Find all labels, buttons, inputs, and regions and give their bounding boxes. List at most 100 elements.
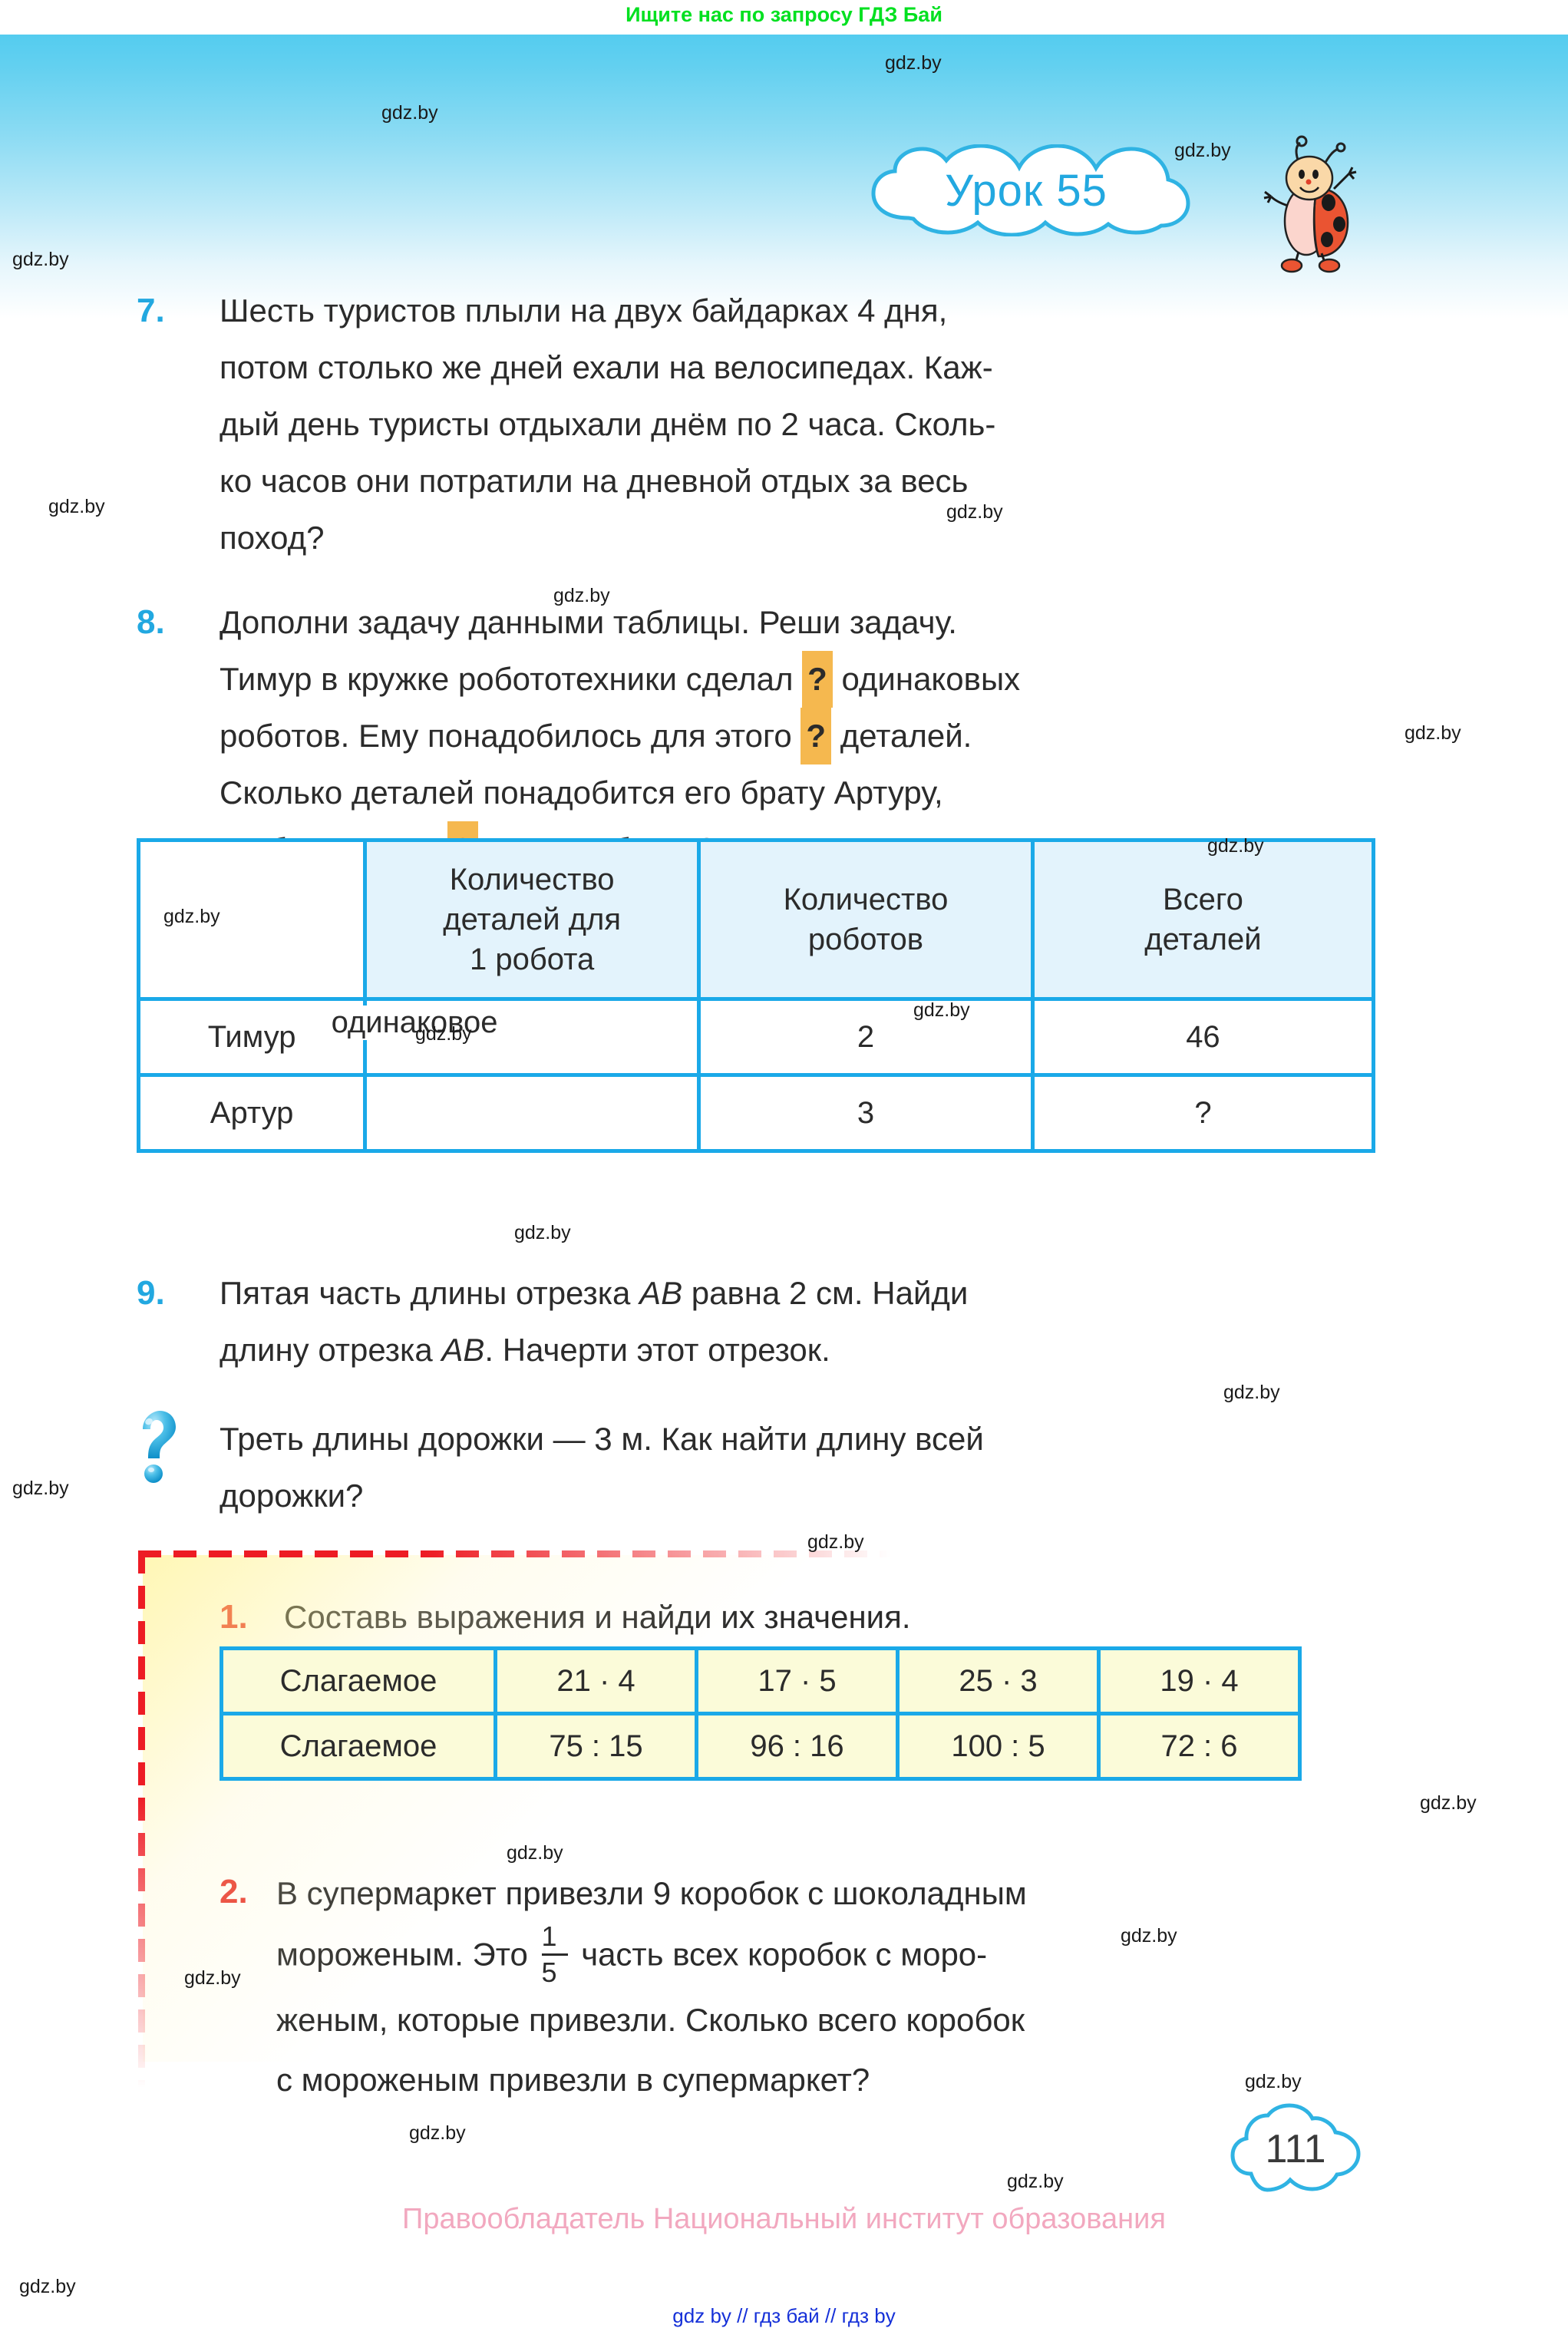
page-number-cloud: 111 <box>1228 2103 1363 2195</box>
task-7-body: Шесть туристов плыли на двух байдарках 4… <box>220 282 1377 566</box>
watermark-gdz: gdz.by <box>1174 140 1231 161</box>
watermark-gdz: gdz.by <box>19 2276 76 2297</box>
task-9-line-1a: Пятая часть длины отрезка <box>220 1275 631 1311</box>
think-task-body: Треть длины дорожки — 3 м. Как найти дли… <box>220 1411 1371 1524</box>
row-timur-total: 46 <box>1030 997 1376 1077</box>
addends-table: Слагаемое 21 · 4 17 · 5 25 · 3 19 · 4 Сл… <box>220 1646 1302 1781</box>
addends-row1-label: Слагаемое <box>220 1646 497 1716</box>
homework-task-2-line-4: с мороженым привезли в супермаркет? <box>276 2062 870 2098</box>
watermark-gdz: gdz.by <box>1245 2071 1302 2092</box>
task-7-number: 7. <box>137 292 165 329</box>
task-9-line-2a: длину отрезка <box>220 1332 433 1368</box>
watermark-gdz: gdz.by <box>507 1842 563 1864</box>
task-8-line-3b: деталей. <box>840 718 972 754</box>
row-timur-parts <box>363 997 701 1077</box>
addends-row1-cell-4: 19 · 4 <box>1097 1646 1302 1716</box>
hdr-col2-line2: деталей для <box>443 903 622 936</box>
table-header-robot-count: Количество роботов <box>697 838 1035 1001</box>
task-8-line-2b: одинаковых <box>841 661 1021 697</box>
addends-row1-cell-3: 25 · 3 <box>896 1646 1101 1716</box>
table-row: Слагаемое 75 : 15 96 : 16 100 : 5 72 : 6 <box>220 1712 1302 1781</box>
cloud-shape-icon <box>871 144 1190 237</box>
watermark-gdz: gdz.by <box>1007 2171 1064 2192</box>
watermark-gdz: gdz.by <box>514 1222 571 1243</box>
homework-glow <box>143 1555 864 2062</box>
task-9-line-1: Пятая часть длины отрезка AB равна 2 см.… <box>220 1265 1371 1322</box>
think-task-line-2: дорожки? <box>220 1478 364 1514</box>
addends-row2-label: Слагаемое <box>220 1712 497 1781</box>
watermark-gdz: gdz.by <box>163 906 220 927</box>
task-9-body: Пятая часть длины отрезка AB равна 2 см.… <box>220 1265 1371 1379</box>
task-9-number: 9. <box>137 1274 165 1312</box>
row-artur-robots: 3 <box>697 1073 1035 1153</box>
task-7-line-1: Шесть туристов плыли на двух байдарках 4… <box>220 292 948 329</box>
addends-row1-cell-1: 21 · 4 <box>494 1646 698 1716</box>
addends-row2-cell-4: 72 : 6 <box>1097 1712 1302 1781</box>
watermark-gdz: gdz.by <box>409 2122 466 2144</box>
think-task-line-1: Треть длины дорожки — 3 м. Как найти дли… <box>220 1421 984 1457</box>
row-artur-parts <box>363 1073 701 1153</box>
row-timur-name: Тимур <box>136 997 368 1077</box>
hdr-col3-line1: Количество <box>783 883 949 916</box>
watermark-gdz: gdz.by <box>1121 1925 1177 1947</box>
page-cloud-shape-icon <box>1230 2103 1361 2192</box>
watermark-gdz: gdz.by <box>913 999 970 1021</box>
watermark-gdz: gdz.by <box>1223 1382 1280 1403</box>
task-7-line-4: ко часов они потратили на дневной отдых … <box>220 463 969 499</box>
task-7-line-5: поход? <box>220 520 325 556</box>
watermark-gdz: gdz.by <box>1405 722 1461 744</box>
task-8-line-2a: Тимур в кружке робототехники сделал <box>220 661 794 697</box>
task-9-segment-ab-1: AB <box>639 1275 683 1311</box>
task-7-line-2: потом столько же дней ехали на велосипед… <box>220 349 993 385</box>
ladybug-mascot-icon <box>1251 135 1374 273</box>
task-8-line-4: Сколько деталей понадобится его брату Ар… <box>220 774 943 811</box>
addends-row1-cell-2: 17 · 5 <box>695 1646 900 1716</box>
watermark-gdz: gdz.by <box>1420 1792 1477 1814</box>
table-row: Тимур 2 46 <box>136 997 1376 1077</box>
watermark-gdz: gdz.by <box>415 1023 472 1045</box>
table-row: Артур 3 ? <box>136 1073 1376 1153</box>
promo-strip: Ищите нас по запросу ГДЗ Бай <box>0 0 1568 35</box>
watermark-gdz: gdz.by <box>885 52 942 74</box>
row-artur-total: ? <box>1030 1073 1376 1153</box>
hdr-col2-line1: Количество <box>449 863 615 897</box>
table-header-total-parts: Всего деталей <box>1030 838 1376 1001</box>
watermark-gdz: gdz.by <box>12 1478 69 1499</box>
question-mark-icon <box>137 1411 177 1495</box>
task-8-line-1: Дополни задачу данными таблицы. Реши зад… <box>220 604 957 640</box>
task-9-line-1b: равна 2 см. Найди <box>691 1275 969 1311</box>
lesson-title-cloud: Урок 55 <box>853 144 1199 237</box>
task-9-line-2: длину отрезка AB. Начерти этот отрезок. <box>220 1322 1371 1379</box>
task-8-line-3a: роботов. Ему понадобилось для этого <box>220 718 792 754</box>
page-number-text: 111 <box>1265 2127 1326 2171</box>
watermark-gdz: gdz.by <box>553 585 610 606</box>
hdr-col2-line3: 1 робота <box>470 943 595 976</box>
robot-parts-table: Количество деталей для 1 робота Количест… <box>136 838 1376 1153</box>
homework-border-left <box>138 1550 145 2088</box>
table-header-parts-per-robot: Количество деталей для 1 робота <box>363 838 701 1001</box>
lesson-title-text: Урок 55 <box>945 165 1108 216</box>
watermark-gdz: gdz.by <box>184 1967 241 1989</box>
task-8-placeholder-1: ? <box>802 651 833 708</box>
footer-link[interactable]: gdz by // гдз бай // гдз by <box>672 2304 896 2327</box>
row-timur-robots: 2 <box>697 997 1035 1077</box>
row-artur-name: Артур <box>136 1073 368 1153</box>
hdr-col4-line1: Всего <box>1163 883 1243 916</box>
table-header-blank <box>136 838 368 1001</box>
table-row: Слагаемое 21 · 4 17 · 5 25 · 3 19 · 4 <box>220 1646 1302 1716</box>
hdr-col3-line2: роботов <box>807 923 924 956</box>
table-header-row: Количество деталей для 1 робота Количест… <box>136 838 1376 1001</box>
copyright-notice: Правообладатель Национальный институт об… <box>402 2203 1166 2235</box>
watermark-gdz: gdz.by <box>381 102 438 124</box>
task-8-line-2: Тимур в кружке робототехники сделал ? од… <box>220 651 1386 708</box>
promo-text: Ищите нас по запросу ГДЗ Бай <box>626 3 942 26</box>
hdr-col4-line2: деталей <box>1144 923 1262 956</box>
task-9-line-2b: . Начерти этот отрезок. <box>484 1332 830 1368</box>
task-7-line-3: дый день туристы отдыхали днём по 2 часа… <box>220 406 996 442</box>
homework-border-top <box>138 1550 890 1557</box>
task-8-placeholder-2: ? <box>801 708 832 764</box>
addends-row2-cell-3: 100 : 5 <box>896 1712 1101 1781</box>
watermark-gdz: gdz.by <box>12 249 69 270</box>
task-9-segment-ab-2: AB <box>441 1332 485 1368</box>
addends-row2-cell-2: 96 : 16 <box>695 1712 900 1781</box>
